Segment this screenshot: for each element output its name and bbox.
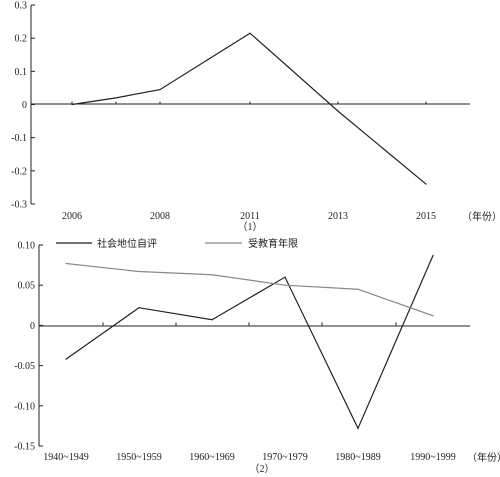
chart-1-x-tick-label: 2013 <box>328 211 348 222</box>
chart-2-data-point <box>432 315 434 317</box>
chart-2-data-point <box>138 307 140 309</box>
chart-2-data-point <box>65 358 67 360</box>
chart-1-x-tick-label: 2015 <box>416 211 436 222</box>
chart-2-data-point <box>138 270 140 273</box>
chart-1-y-tick-label: -0.3 <box>11 200 27 211</box>
chart-2-series-line-status <box>65 255 434 430</box>
chart-2-series-line-education <box>65 262 434 317</box>
chart-1-x-tick-label: 2008 <box>150 211 170 222</box>
chart-2-x-tick-label: 1970~1979 <box>262 452 307 463</box>
chart-2-caption: （2） <box>250 463 275 475</box>
chart-2-y-tick-label: 0 <box>30 321 35 332</box>
chart-2-x-tick-label: 1960~1969 <box>189 452 234 463</box>
chart-2-data-point <box>357 427 359 429</box>
legend-label-education: 受教育年限 <box>248 237 298 250</box>
chart-2-data-point <box>284 284 286 286</box>
chart-1-caption: （1） <box>238 221 263 233</box>
chart-1-data-point <box>115 97 117 99</box>
chart-2-y-tick-label: -0.05 <box>14 361 35 372</box>
chart-2-data-point <box>357 288 359 290</box>
chart-1-x-tick-label: 2006 <box>62 211 82 222</box>
chart-1-y-tick-label: -0.1 <box>11 133 27 144</box>
chart-2-y-tick-label: 0.10 <box>18 241 36 252</box>
chart-1-y-tick-label: 0.2 <box>15 34 28 45</box>
chart-2-x-tick-label: 1940~1949 <box>43 452 88 463</box>
chart-2-y-tick-label: -0.10 <box>14 401 35 412</box>
chart-2-legend: 社会地位自评 受教育年限 <box>56 237 298 250</box>
chart-1-y-tick-label: 0.3 <box>15 1 28 12</box>
chart-1-data-point <box>71 103 73 106</box>
chart-2-data-point <box>65 262 67 265</box>
chart-1-data-point <box>337 110 339 112</box>
chart-2-data-point <box>211 274 213 276</box>
chart-1-x-unit: （年份） <box>462 210 500 223</box>
chart-1-y-tick-label: 0.1 <box>15 67 28 78</box>
chart-1-y-tick-label: -0.2 <box>11 166 27 177</box>
chart-2-data-point <box>211 319 213 321</box>
legend-label-status: 社会地位自评 <box>97 237 157 250</box>
chart-1-y-tick-label: 0 <box>22 100 27 111</box>
chart-2-x-unit: （年份） <box>467 451 500 464</box>
chart-1-data-point <box>425 183 427 185</box>
chart-1: 0.3 0.2 0.1 0 -0.1 -0.2 -0.3 2006 2008 2011 2013 2… <box>11 1 500 234</box>
chart-2-data-point <box>432 254 434 257</box>
chart-2-y-tick-label: 0.05 <box>18 281 36 292</box>
chart-1-data-point <box>159 88 161 91</box>
chart-2: 0.10 0.05 0 -0.05 -0.10 -0.15 1940~1949 1950~1… <box>14 237 500 475</box>
chart-1-series-line <box>71 32 427 185</box>
chart-2-y-tick-label: -0.15 <box>14 442 35 453</box>
chart-1-data-point <box>249 32 251 34</box>
chart-2-x-tick-label: 1980~1989 <box>335 452 380 463</box>
chart-1-x-tick-label: 2011 <box>240 211 260 222</box>
chart-2-x-tick-label: 1990~1999 <box>410 452 455 463</box>
chart-2-x-tick-label: 1950~1959 <box>116 452 161 463</box>
chart-2-data-point <box>284 276 286 278</box>
